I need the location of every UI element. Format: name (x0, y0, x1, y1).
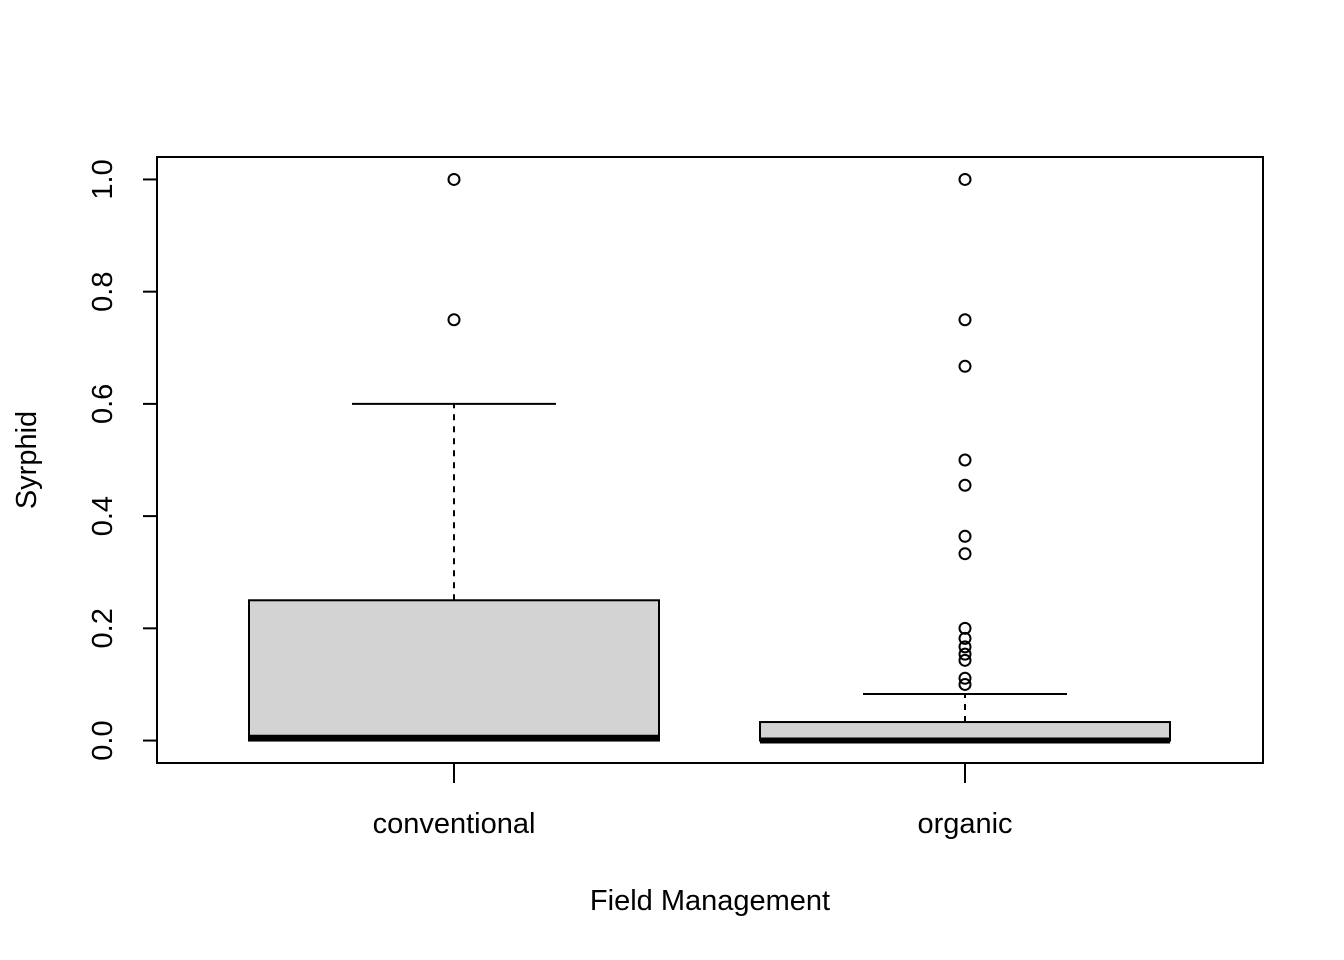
x-tick-label-organic: organic (917, 808, 1012, 840)
outlier-point-organic (958, 453, 972, 467)
outlier-point-organic (958, 529, 972, 543)
outlier-point-organic (958, 313, 972, 327)
x-tick-label-conventional: conventional (373, 808, 536, 840)
outlier-point-organic (958, 621, 972, 635)
outlier-point-organic (958, 653, 972, 667)
box-group-conventional (248, 172, 660, 742)
outlier-point-organic (958, 547, 972, 561)
outlier-point-organic (958, 640, 972, 654)
outlier-point-organic (958, 478, 972, 492)
y-axis: 0.0 0.2 0.4 0.6 0.8 1.0 (87, 159, 158, 761)
y-tick-label: 0.4 (87, 496, 119, 536)
box-conventional (248, 599, 660, 742)
x-axis-title: Field Management (590, 885, 830, 917)
outlier-point-organic (958, 172, 972, 186)
y-axis-title: Syrphid (11, 411, 43, 509)
x-axis: conventional organic (373, 763, 1013, 840)
outlier-point-organic (958, 671, 972, 685)
y-tick-label: 0.8 (87, 272, 119, 312)
box-group-organic (759, 172, 1171, 744)
chart-marks (248, 172, 1171, 744)
outlier-point-conventional (447, 172, 461, 186)
outlier-point-organic (958, 647, 972, 661)
outlier-point-organic (958, 359, 972, 373)
outlier-point-conventional (447, 313, 461, 327)
y-tick-label: 0.0 (87, 720, 119, 760)
outlier-point-organic (958, 677, 972, 691)
y-tick-label: 1.0 (87, 159, 119, 199)
y-tick-label: 0.6 (87, 384, 119, 424)
y-tick-label: 0.2 (87, 608, 119, 648)
